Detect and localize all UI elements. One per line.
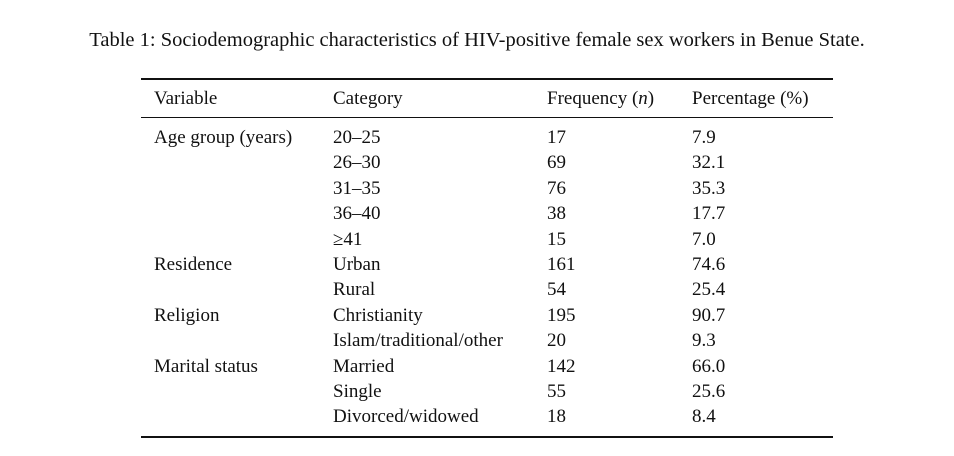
cell-percentage: 25.6	[692, 380, 726, 402]
table-row: Islam/traditional/other 20 9.3	[141, 328, 833, 353]
table-row: Single 55 25.6	[141, 379, 833, 404]
cell-category: Christianity	[333, 304, 423, 326]
cell-category: Single	[333, 380, 382, 402]
table-row: Religion Christianity 195 90.7	[141, 303, 833, 328]
cell-frequency: 142	[547, 355, 576, 377]
cell-percentage: 9.3	[692, 330, 716, 352]
cell-category: Urban	[333, 253, 381, 275]
cell-variable: Residence	[154, 253, 233, 275]
header-frequency: Frequency (n)	[547, 80, 654, 117]
cell-category: 26–30	[333, 152, 381, 174]
top-rule	[141, 78, 833, 80]
cell-percentage: 74.6	[692, 253, 726, 275]
table-row: 26–30 69 32.1	[141, 150, 833, 175]
header-rule	[141, 117, 833, 118]
table-row: 31–35 76 35.3	[141, 176, 833, 201]
cell-category: Divorced/widowed	[333, 406, 479, 428]
cell-percentage: 8.4	[692, 406, 716, 428]
cell-category: Married	[333, 355, 395, 377]
header-frequency-suffix: )	[647, 88, 655, 109]
cell-frequency: 54	[547, 279, 566, 301]
table-row: Rural 54 25.4	[141, 277, 833, 302]
cell-category: ≥41	[333, 228, 363, 250]
cell-frequency: 17	[547, 127, 566, 148]
cell-percentage: 7.0	[692, 228, 716, 250]
table-caption: Table 1: Sociodemographic characteristic…	[89, 29, 865, 51]
cell-percentage: 66.0	[692, 355, 726, 377]
cell-category: 31–35	[333, 177, 381, 199]
table-header-row: Variable Category Frequency (n) Percenta…	[141, 80, 833, 117]
cell-variable: Marital status	[154, 355, 258, 377]
cell-percentage: 90.7	[692, 304, 726, 326]
header-variable: Variable	[154, 88, 218, 109]
header-percentage: Percentage (%)	[692, 88, 809, 109]
cell-frequency: 20	[547, 330, 566, 352]
cell-percentage: 17.7	[692, 203, 726, 225]
cell-frequency: 161	[547, 253, 576, 275]
table-row: Age group (years) 20–25 17 7.9	[141, 125, 833, 150]
header-frequency-n: n	[638, 88, 648, 109]
data-table: Variable Category Frequency (n) Percenta…	[141, 78, 833, 438]
table-row: Marital status Married 142 66.0	[141, 354, 833, 379]
cell-percentage: 7.9	[692, 127, 716, 148]
cell-variable: Religion	[154, 304, 220, 326]
cell-frequency: 18	[547, 406, 566, 428]
cell-frequency: 15	[547, 228, 566, 250]
table-row: ≥41 15 7.0	[141, 227, 833, 252]
cell-variable: Age group (years)	[154, 127, 293, 148]
cell-frequency: 55	[547, 380, 566, 402]
cell-frequency: 38	[547, 203, 566, 225]
header-category: Category	[333, 88, 403, 109]
cell-percentage: 25.4	[692, 279, 726, 301]
cell-category: 36–40	[333, 203, 381, 225]
cell-percentage: 35.3	[692, 177, 726, 199]
header-frequency-prefix: Frequency (	[547, 88, 639, 109]
cell-frequency: 69	[547, 152, 566, 174]
cell-category: Rural	[333, 279, 376, 301]
cell-category: Islam/traditional/other	[333, 330, 503, 352]
cell-frequency: 76	[547, 177, 566, 199]
table-row: Divorced/widowed 18 8.4	[141, 404, 833, 429]
table-row: 36–40 38 17.7	[141, 201, 833, 226]
table-row: Residence Urban 161 74.6	[141, 252, 833, 277]
bottom-rule	[141, 435, 833, 438]
cell-percentage: 32.1	[692, 152, 726, 174]
cell-frequency: 195	[547, 304, 576, 326]
cell-category: 20–25	[333, 127, 381, 148]
